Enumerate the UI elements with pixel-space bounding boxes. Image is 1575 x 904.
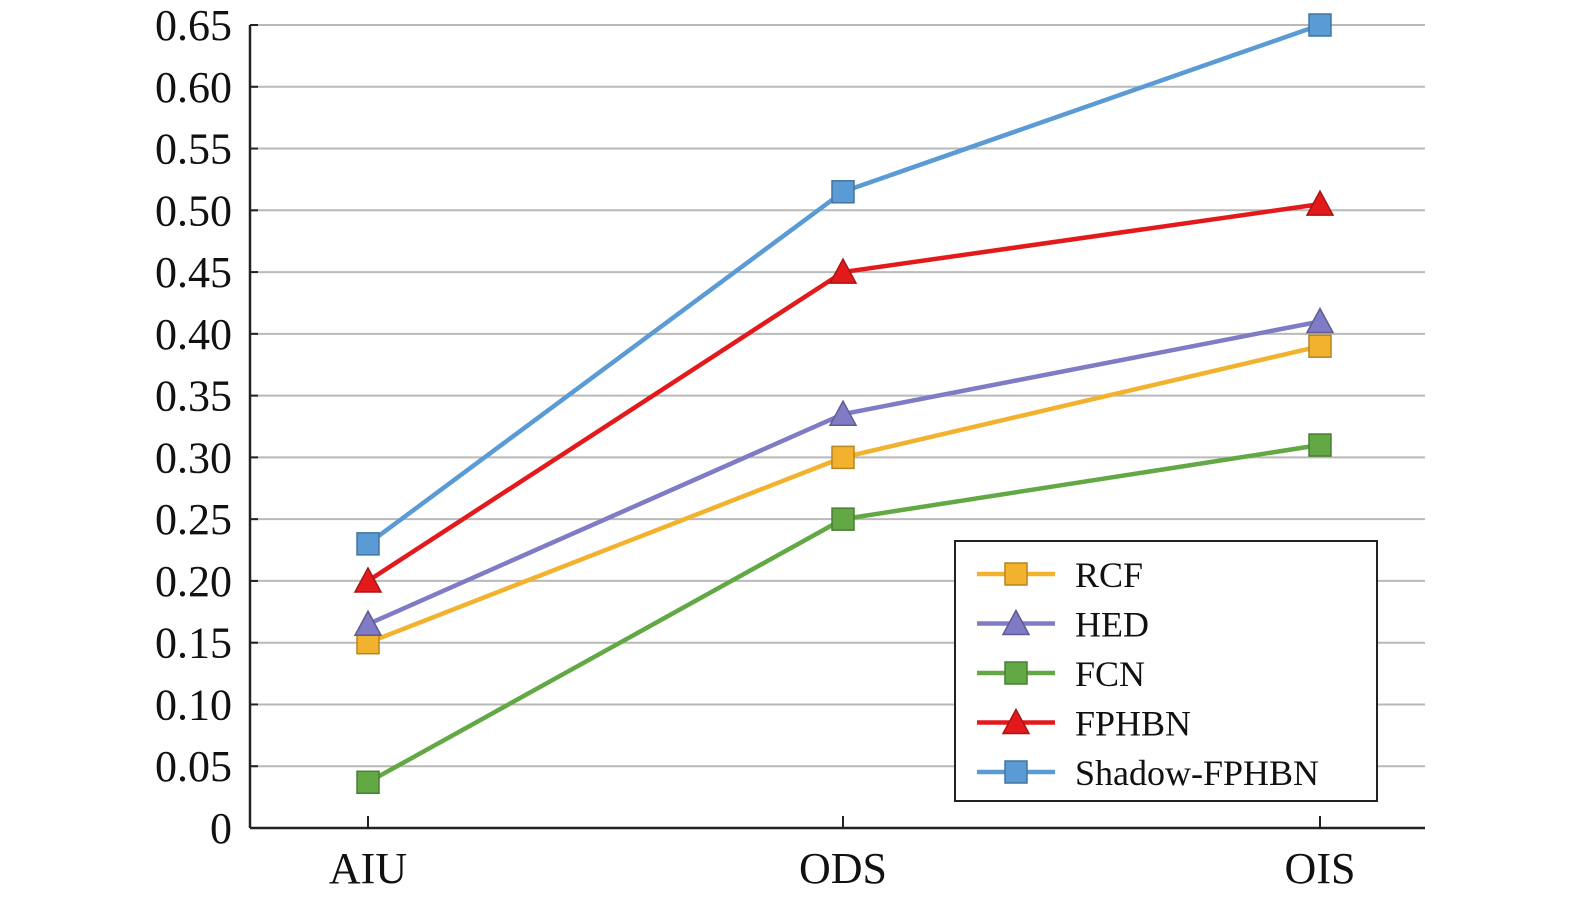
y-tick-label: 0.55 <box>155 125 232 174</box>
data-point <box>353 566 383 593</box>
data-point <box>1305 189 1335 216</box>
data-point <box>1308 13 1332 37</box>
axes: 0 0.05 0.10 0.15 0.20 0.25 0.30 0.35 0.40 0.45 0.5… <box>155 1 1425 893</box>
y-tick-label: 0.50 <box>155 186 232 235</box>
y-tick-label: 0 <box>210 804 232 853</box>
data-point <box>353 609 383 636</box>
y-tick-label: 0.30 <box>155 433 232 482</box>
data-point <box>828 399 858 426</box>
x-tick-label: AIU <box>329 844 407 893</box>
data-point <box>1308 433 1332 457</box>
legend-label: FPHBN <box>1075 704 1191 744</box>
y-tick-label: 0.35 <box>155 372 232 421</box>
legend-label: FCN <box>1075 654 1145 694</box>
legend-marker <box>1004 562 1028 586</box>
data-point <box>356 770 380 795</box>
data-point <box>831 180 855 204</box>
y-tick-label: 0.60 <box>155 63 232 112</box>
y-tick-label: 0.15 <box>155 619 232 668</box>
legend-marker <box>1004 760 1028 784</box>
y-tick-label: 0.45 <box>155 248 232 297</box>
x-tick-label: OIS <box>1285 844 1356 893</box>
y-tick-label: 0.05 <box>155 742 232 791</box>
data-point <box>831 507 855 531</box>
data-point <box>356 532 380 556</box>
legend-label: HED <box>1075 605 1149 645</box>
data-point <box>828 257 858 284</box>
y-tick-label: 0.65 <box>155 1 232 50</box>
legend-marker <box>1004 661 1028 685</box>
data-point <box>1305 306 1335 334</box>
data-point <box>831 445 855 470</box>
x-tick-label: ODS <box>799 844 887 893</box>
legend-marker <box>1001 608 1031 636</box>
y-tick-label: 0.20 <box>155 557 232 606</box>
y-tick-label: 0.10 <box>155 680 232 729</box>
data-point <box>1308 334 1332 358</box>
y-tick-label: 0.25 <box>155 495 232 544</box>
legend-marker <box>1001 707 1031 735</box>
legend: RCF HED FCN FPHBN Shadow-FPHBN <box>954 540 1378 802</box>
y-tick-label: 0.40 <box>155 310 232 359</box>
series-group <box>353 13 1335 795</box>
legend-label: Shadow-FPHBN <box>1075 753 1319 793</box>
legend-label: RCF <box>1075 555 1143 595</box>
